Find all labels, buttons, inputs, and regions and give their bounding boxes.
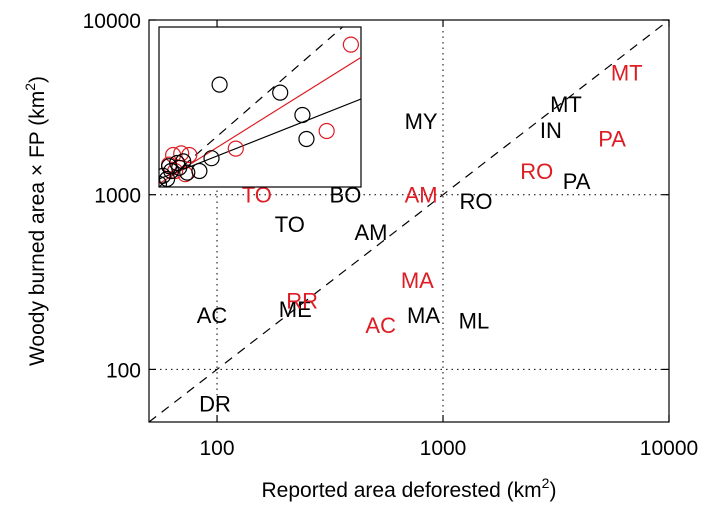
inset-black-circle [294, 106, 311, 124]
plot-frame [148, 19, 670, 423]
point-label-dr: DR [199, 391, 231, 416]
inset-black-circle [203, 150, 220, 167]
inset-content [159, 27, 361, 187]
inset-black-circle [272, 84, 289, 101]
x-tick-label: 100 [200, 437, 235, 460]
inset-black-circle [159, 167, 172, 184]
inset-red-circle [181, 146, 198, 164]
inset-red-circle [318, 122, 335, 140]
x-axis-title: Reported area deforested (km2) [262, 475, 557, 502]
inset-black-circle [159, 175, 168, 187]
point-label-ac-red: AC [365, 313, 396, 338]
point-label-in: IN [540, 118, 562, 143]
inset-black-circle [159, 170, 176, 187]
inset-black-circle [211, 76, 228, 93]
point-label-ma: MA [407, 303, 440, 328]
y-tick-label: 10000 [83, 10, 141, 33]
one-to-one-line [148, 19, 670, 423]
point-label-mt: MT [550, 92, 582, 117]
inset-red-fit-line [159, 56, 361, 185]
y-tick-label: 1000 [94, 185, 141, 208]
inset-black-circle [179, 164, 196, 181]
point-label-my: MY [405, 109, 438, 134]
axis-ticks: 100 1000 10000 100 1000 10000 [83, 10, 699, 460]
y-tick-label: 100 [106, 359, 141, 382]
point-label-mt-red: MT [611, 61, 643, 86]
inset-black-circle [298, 130, 315, 148]
point-label-ma-red: MA [401, 268, 434, 293]
inset-black-circle [191, 162, 208, 180]
point-label-ro: RO [460, 189, 493, 214]
point-label-rr-red: RR [286, 288, 318, 313]
reference-line-group [148, 19, 670, 423]
point-label-ro-red: RO [520, 159, 553, 184]
inset-black-fit-line [159, 98, 361, 180]
inset-black-circle [163, 162, 180, 180]
point-label-me: ME [279, 297, 312, 322]
point-label-ml: ML [459, 309, 490, 334]
point-label-am: AM [354, 220, 387, 245]
inset-one-to-one-line [159, 27, 344, 187]
inset-black-circle [171, 159, 188, 176]
inset-red-circle [227, 140, 244, 157]
inset-red-circle [342, 36, 359, 53]
point-label-ac: AC [197, 303, 228, 328]
inset-frame [158, 26, 362, 188]
inset-plot [158, 26, 362, 188]
y-axis-title: Woody burned area × FP (km2) [22, 76, 49, 366]
point-label-to: TO [275, 212, 305, 237]
x-tick-label: 1000 [420, 437, 467, 460]
point-label-pa: PA [563, 169, 591, 194]
point-label-am-red: AM [405, 183, 438, 208]
x-tick-label: 10000 [640, 437, 698, 460]
point-label-pa-red: PA [598, 126, 626, 151]
